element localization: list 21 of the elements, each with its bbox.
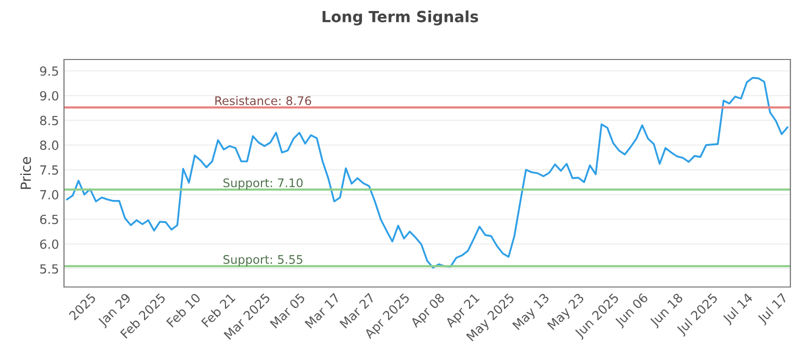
y-tick-label: 8.5 — [40, 116, 58, 126]
x-tick-label: Jul 14 — [722, 292, 755, 326]
y-tick-label: 7.5 — [40, 165, 58, 175]
x-tick-label: Mar 17 — [304, 292, 340, 329]
line-series — [66, 76, 788, 269]
y-tick-label: 6.0 — [40, 239, 58, 249]
x-tick-label: Feb 10 — [166, 292, 202, 328]
x-tick-label: Apr 08 — [410, 292, 447, 330]
x-tick-label: Mar 05 — [270, 292, 306, 329]
ref-line-label: Support: 5.55 — [223, 255, 302, 266]
ref-line-label: Resistance: 8.76 — [215, 96, 312, 106]
y-tick-label: 9.0 — [40, 91, 58, 101]
ref-line-label: Support: 7.10 — [223, 178, 303, 190]
y-tick-label: 7.0 — [40, 190, 58, 200]
y-tick-label: 5.5 — [40, 264, 58, 274]
y-axis-title: Price — [20, 157, 32, 189]
y-tick-label: 6.5 — [40, 214, 58, 224]
y-tick-label: 9.5 — [40, 66, 58, 76]
chart-title: Long Term Signals — [322, 10, 478, 26]
y-tick-label: 8.0 — [40, 140, 58, 150]
x-tick-label: Jul 17 — [756, 292, 790, 326]
